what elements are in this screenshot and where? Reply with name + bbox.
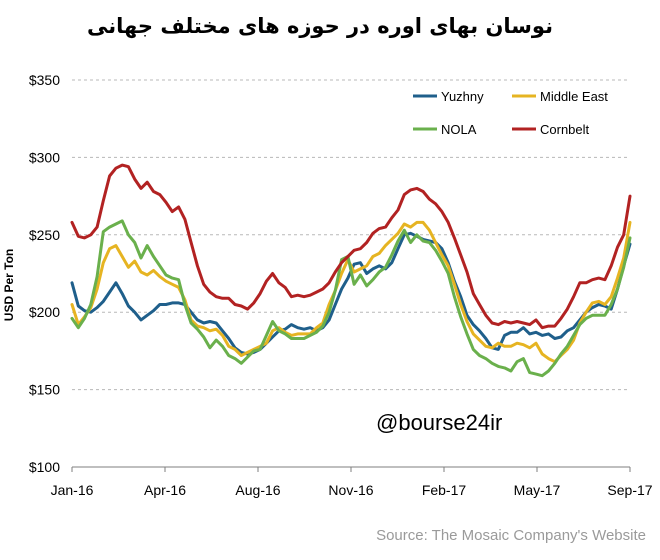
legend-label: Cornbelt: [540, 122, 590, 137]
legend-label: Middle East: [540, 89, 608, 104]
legend: Yuzhny Middle East NOLA Cornbelt: [413, 89, 608, 137]
series-line-nola: [70, 219, 632, 378]
x-tick-label: Jan-16: [51, 482, 94, 498]
series-line-cornbelt: [70, 163, 632, 330]
gridlines: [72, 79, 630, 391]
series-lines: [70, 163, 632, 378]
y-tick-label: $200: [29, 304, 60, 320]
legend-label: Yuzhny: [441, 89, 484, 104]
source-note: Source: The Mosaic Company's Website: [376, 527, 646, 544]
y-tick-label: $250: [29, 227, 60, 243]
x-tick-label: Feb-17: [422, 482, 467, 498]
legend-label: NOLA: [441, 122, 477, 137]
y-tick-label: $350: [29, 72, 60, 88]
y-tick-label: $300: [29, 149, 60, 165]
x-tick-label: Aug-16: [235, 482, 280, 498]
y-axis-ticks: $100 $150 $200 $250 $300 $350: [29, 72, 60, 475]
x-tick-label: Nov-16: [328, 482, 373, 498]
x-tick-label: May-17: [514, 482, 561, 498]
y-tick-label: $100: [29, 459, 60, 475]
series-line-middle-east: [70, 220, 632, 364]
watermark-handle: @bourse24ir: [376, 410, 503, 435]
y-tick-label: $150: [29, 382, 60, 398]
chart-title: نوسان بهای اوره در حوزه های مختلف جهانی: [87, 14, 553, 38]
x-tick-label: Apr-16: [144, 482, 186, 498]
x-axis: Jan-16 Apr-16 Aug-16 Nov-16 Feb-17 May-17 Sep-…: [51, 466, 653, 498]
x-tick-label: Sep-17: [607, 482, 652, 498]
y-axis-label: USD Per Ton: [2, 249, 16, 321]
